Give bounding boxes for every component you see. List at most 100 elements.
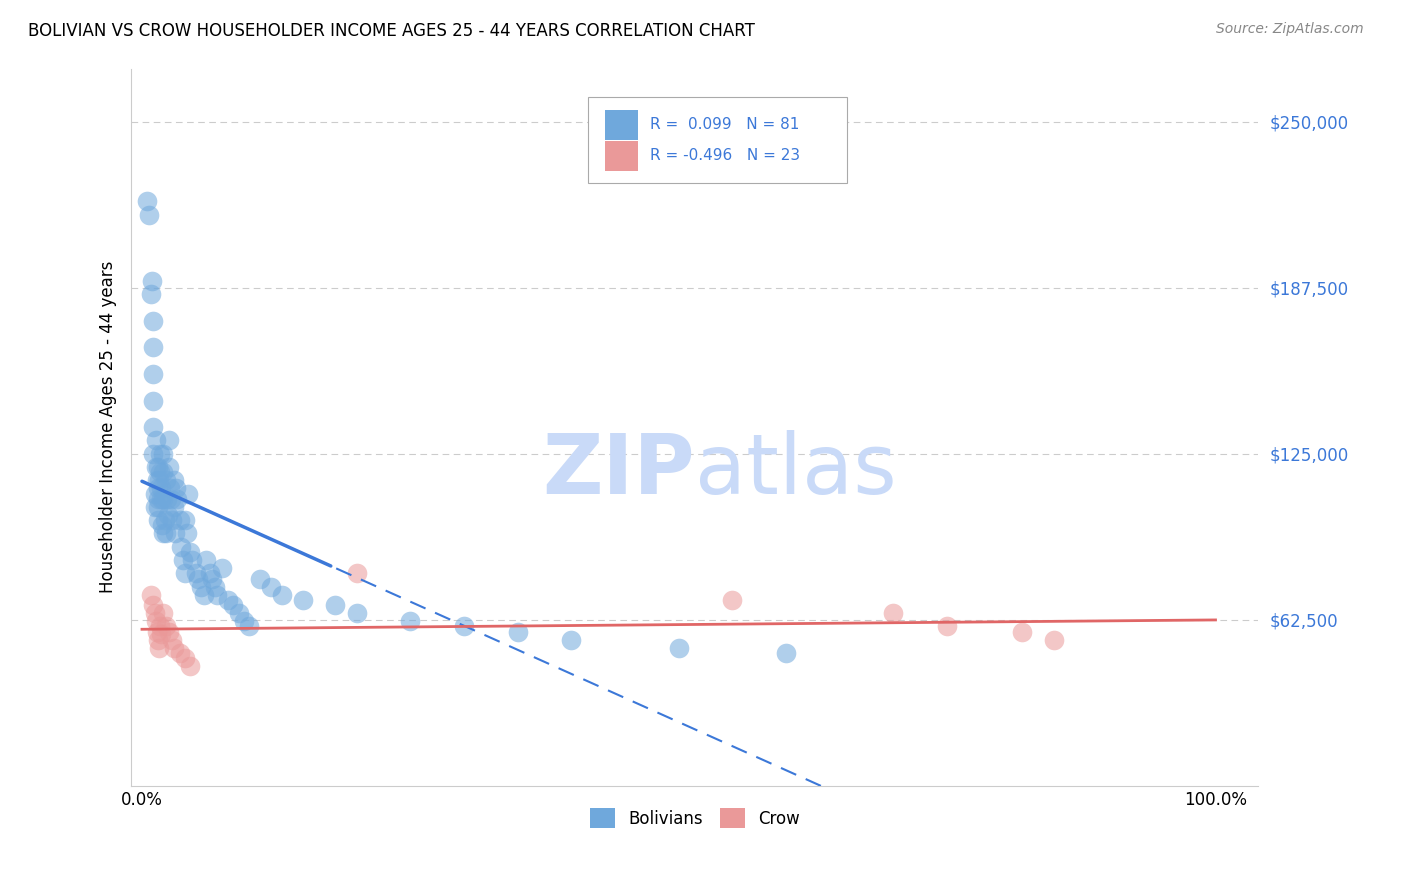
Text: R =  0.099   N = 81: R = 0.099 N = 81 bbox=[650, 117, 799, 132]
Point bbox=[141, 274, 163, 288]
Point bbox=[936, 619, 959, 633]
Point bbox=[174, 513, 197, 527]
Text: atlas: atlas bbox=[695, 430, 897, 511]
Text: R = -0.496   N = 23: R = -0.496 N = 23 bbox=[650, 148, 800, 163]
Point bbox=[201, 572, 224, 586]
Point bbox=[156, 508, 179, 522]
Point bbox=[152, 491, 174, 506]
Point bbox=[142, 598, 165, 612]
Point bbox=[169, 646, 191, 660]
Point bbox=[148, 473, 170, 487]
Point bbox=[184, 566, 207, 581]
Point bbox=[204, 580, 226, 594]
Point bbox=[139, 587, 162, 601]
Point bbox=[1043, 632, 1066, 647]
FancyBboxPatch shape bbox=[588, 97, 846, 183]
Point bbox=[198, 566, 221, 581]
Point bbox=[143, 606, 166, 620]
Text: ZIP: ZIP bbox=[543, 430, 695, 511]
Point bbox=[163, 473, 186, 487]
Point bbox=[142, 314, 165, 328]
Point bbox=[148, 640, 170, 655]
Point bbox=[146, 473, 169, 487]
Point bbox=[152, 526, 174, 541]
Point bbox=[1011, 624, 1033, 639]
Point bbox=[155, 473, 177, 487]
Point bbox=[775, 646, 797, 660]
Point bbox=[142, 420, 165, 434]
Point bbox=[190, 580, 212, 594]
Point bbox=[169, 513, 191, 527]
Point bbox=[159, 481, 181, 495]
Point bbox=[150, 627, 173, 641]
Point bbox=[165, 481, 187, 495]
Text: BOLIVIAN VS CROW HOUSEHOLDER INCOME AGES 25 - 44 YEARS CORRELATION CHART: BOLIVIAN VS CROW HOUSEHOLDER INCOME AGES… bbox=[28, 22, 755, 40]
Point bbox=[155, 526, 177, 541]
Point bbox=[453, 619, 475, 633]
Point bbox=[146, 491, 169, 506]
Point bbox=[152, 606, 174, 620]
Point bbox=[153, 513, 176, 527]
Point bbox=[181, 553, 204, 567]
Point bbox=[560, 632, 582, 647]
Point bbox=[143, 500, 166, 514]
Point bbox=[146, 481, 169, 495]
Point bbox=[179, 545, 201, 559]
Legend: Bolivians, Crow: Bolivians, Crow bbox=[583, 801, 807, 835]
Point bbox=[145, 460, 167, 475]
Point bbox=[136, 194, 159, 209]
Point bbox=[399, 614, 422, 628]
Point bbox=[179, 659, 201, 673]
Point bbox=[156, 491, 179, 506]
Point bbox=[149, 466, 172, 480]
Point bbox=[150, 491, 173, 506]
Point bbox=[174, 651, 197, 665]
Point bbox=[155, 619, 177, 633]
Point bbox=[233, 614, 256, 628]
Point bbox=[721, 592, 744, 607]
Point bbox=[163, 500, 186, 514]
Y-axis label: Householder Income Ages 25 - 44 years: Householder Income Ages 25 - 44 years bbox=[100, 261, 117, 593]
Point bbox=[270, 587, 292, 601]
Point bbox=[211, 561, 233, 575]
Point bbox=[177, 486, 200, 500]
Point bbox=[249, 572, 271, 586]
Point bbox=[142, 447, 165, 461]
Point bbox=[146, 624, 169, 639]
Point bbox=[143, 486, 166, 500]
Point bbox=[146, 500, 169, 514]
Bar bbox=[605, 110, 638, 140]
Point bbox=[152, 447, 174, 461]
Point bbox=[506, 624, 529, 639]
Point bbox=[160, 513, 183, 527]
Point bbox=[165, 526, 187, 541]
Point bbox=[668, 640, 690, 655]
Point bbox=[150, 481, 173, 495]
Point bbox=[139, 287, 162, 301]
Point bbox=[187, 572, 209, 586]
Point bbox=[174, 566, 197, 581]
Point bbox=[323, 598, 346, 612]
Point bbox=[160, 632, 183, 647]
Point bbox=[172, 553, 194, 567]
Point bbox=[149, 619, 172, 633]
Point bbox=[166, 491, 188, 506]
Point bbox=[346, 566, 368, 581]
Point bbox=[142, 367, 165, 381]
Point bbox=[160, 491, 183, 506]
Point bbox=[157, 434, 180, 448]
Point bbox=[145, 434, 167, 448]
Point bbox=[145, 614, 167, 628]
Bar bbox=[605, 141, 638, 171]
Point bbox=[205, 587, 228, 601]
Point bbox=[157, 460, 180, 475]
Point bbox=[260, 580, 283, 594]
Text: Source: ZipAtlas.com: Source: ZipAtlas.com bbox=[1216, 22, 1364, 37]
Point bbox=[149, 447, 172, 461]
Point bbox=[142, 341, 165, 355]
Point bbox=[146, 460, 169, 475]
Point bbox=[195, 553, 218, 567]
Point bbox=[217, 592, 239, 607]
Point bbox=[238, 619, 260, 633]
Point bbox=[346, 606, 368, 620]
